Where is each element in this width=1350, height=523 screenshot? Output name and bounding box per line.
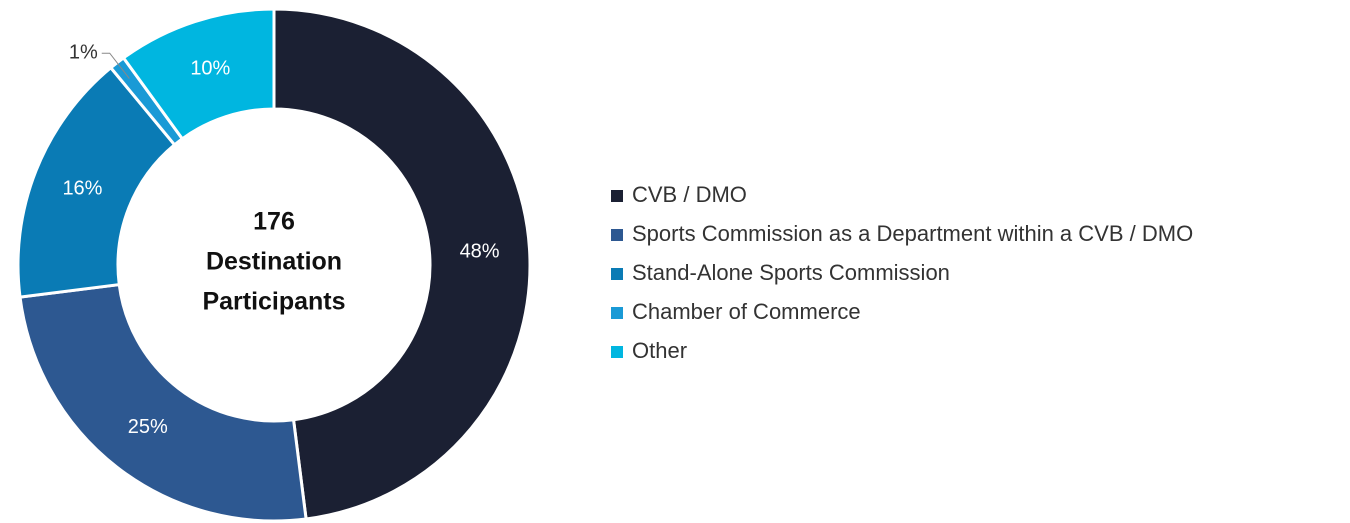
slice-label: 16% [62,177,102,199]
legend-text: Other [632,338,687,363]
legend-text: Stand-Alone Sports Commission [632,260,950,285]
slice-label: 1% [69,42,98,64]
legend-swatch [611,268,623,280]
legend-text: Chamber of Commerce [632,299,861,324]
legend-swatch [611,190,623,202]
legend-swatch [611,229,623,241]
slice-label: 48% [460,240,500,262]
center-label: 176 [253,208,295,236]
legend-text: CVB / DMO [632,182,747,207]
leader-line [101,52,130,79]
slice-label: 25% [128,416,168,438]
legend-text: Sports Commission as a Department within… [632,221,1193,246]
slice [121,7,276,141]
slice [272,7,532,521]
center-label: Participants [202,288,345,316]
legend-swatch [611,346,623,358]
slice-label: 10% [190,57,230,79]
legend-swatch [611,307,623,319]
center-label: Destination [206,248,342,276]
slice [18,282,308,523]
